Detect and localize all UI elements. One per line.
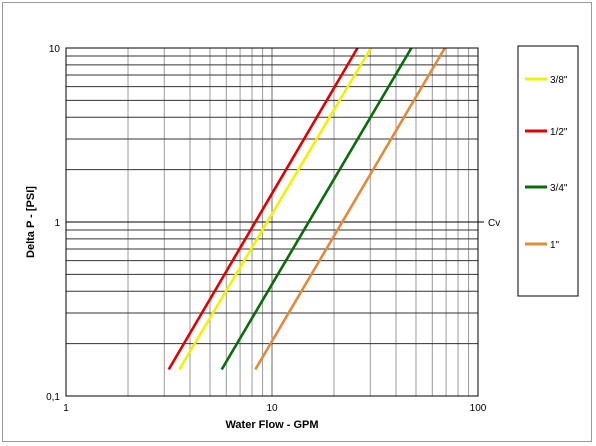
- y-tick-label: 1: [54, 218, 60, 229]
- y-axis-title: Delta P - [PSI]: [25, 186, 37, 258]
- series-line: [254, 47, 446, 371]
- legend-box: [517, 45, 579, 297]
- legend: 3/8" 1/2" 3/4" 1": [517, 45, 579, 297]
- y-tick-label: 10: [49, 44, 61, 55]
- x-axis-title: Water Flow - GPM: [225, 419, 318, 431]
- legend-label: 3/4": [550, 183, 568, 194]
- x-tick-label: 10: [266, 403, 278, 414]
- series-line: [167, 47, 359, 371]
- legend-label: 1": [550, 240, 560, 251]
- plot-border: [65, 47, 479, 397]
- y-tick-label: 0,1: [46, 392, 60, 403]
- series-line: [220, 47, 413, 371]
- series-line: [178, 47, 373, 371]
- series-layer: [167, 47, 446, 371]
- legend-label: 3/8": [550, 75, 568, 86]
- x-tick-label: 100: [470, 403, 487, 414]
- x-tick-label: 1: [63, 403, 69, 414]
- reference-line-label: Cv: [488, 218, 500, 229]
- grid: [66, 48, 484, 396]
- legend-label: 1/2": [550, 127, 568, 138]
